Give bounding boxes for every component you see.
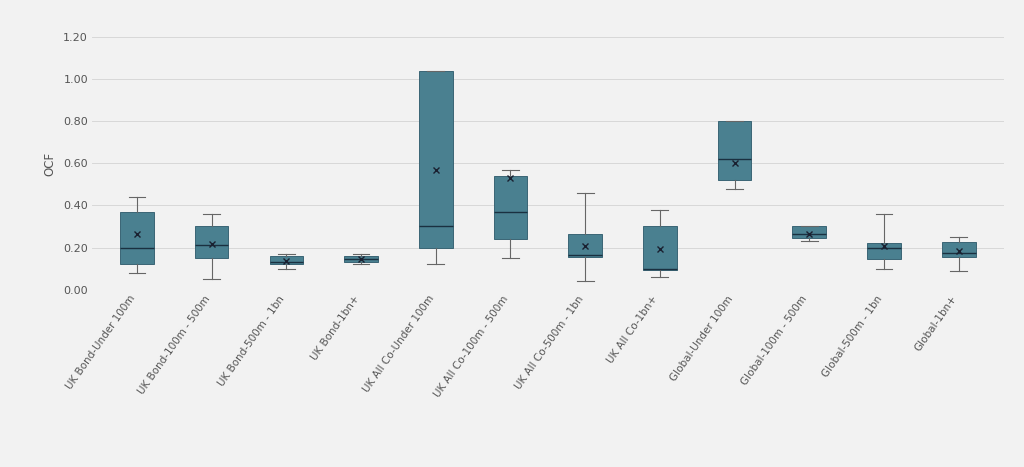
- PathPatch shape: [269, 256, 303, 264]
- PathPatch shape: [718, 121, 752, 180]
- PathPatch shape: [344, 256, 378, 262]
- PathPatch shape: [494, 176, 527, 239]
- PathPatch shape: [120, 212, 154, 264]
- PathPatch shape: [867, 243, 901, 259]
- PathPatch shape: [419, 71, 453, 248]
- PathPatch shape: [568, 234, 602, 257]
- PathPatch shape: [942, 242, 976, 257]
- PathPatch shape: [643, 226, 677, 269]
- PathPatch shape: [793, 226, 826, 238]
- PathPatch shape: [195, 226, 228, 258]
- Y-axis label: OCF: OCF: [43, 151, 56, 176]
